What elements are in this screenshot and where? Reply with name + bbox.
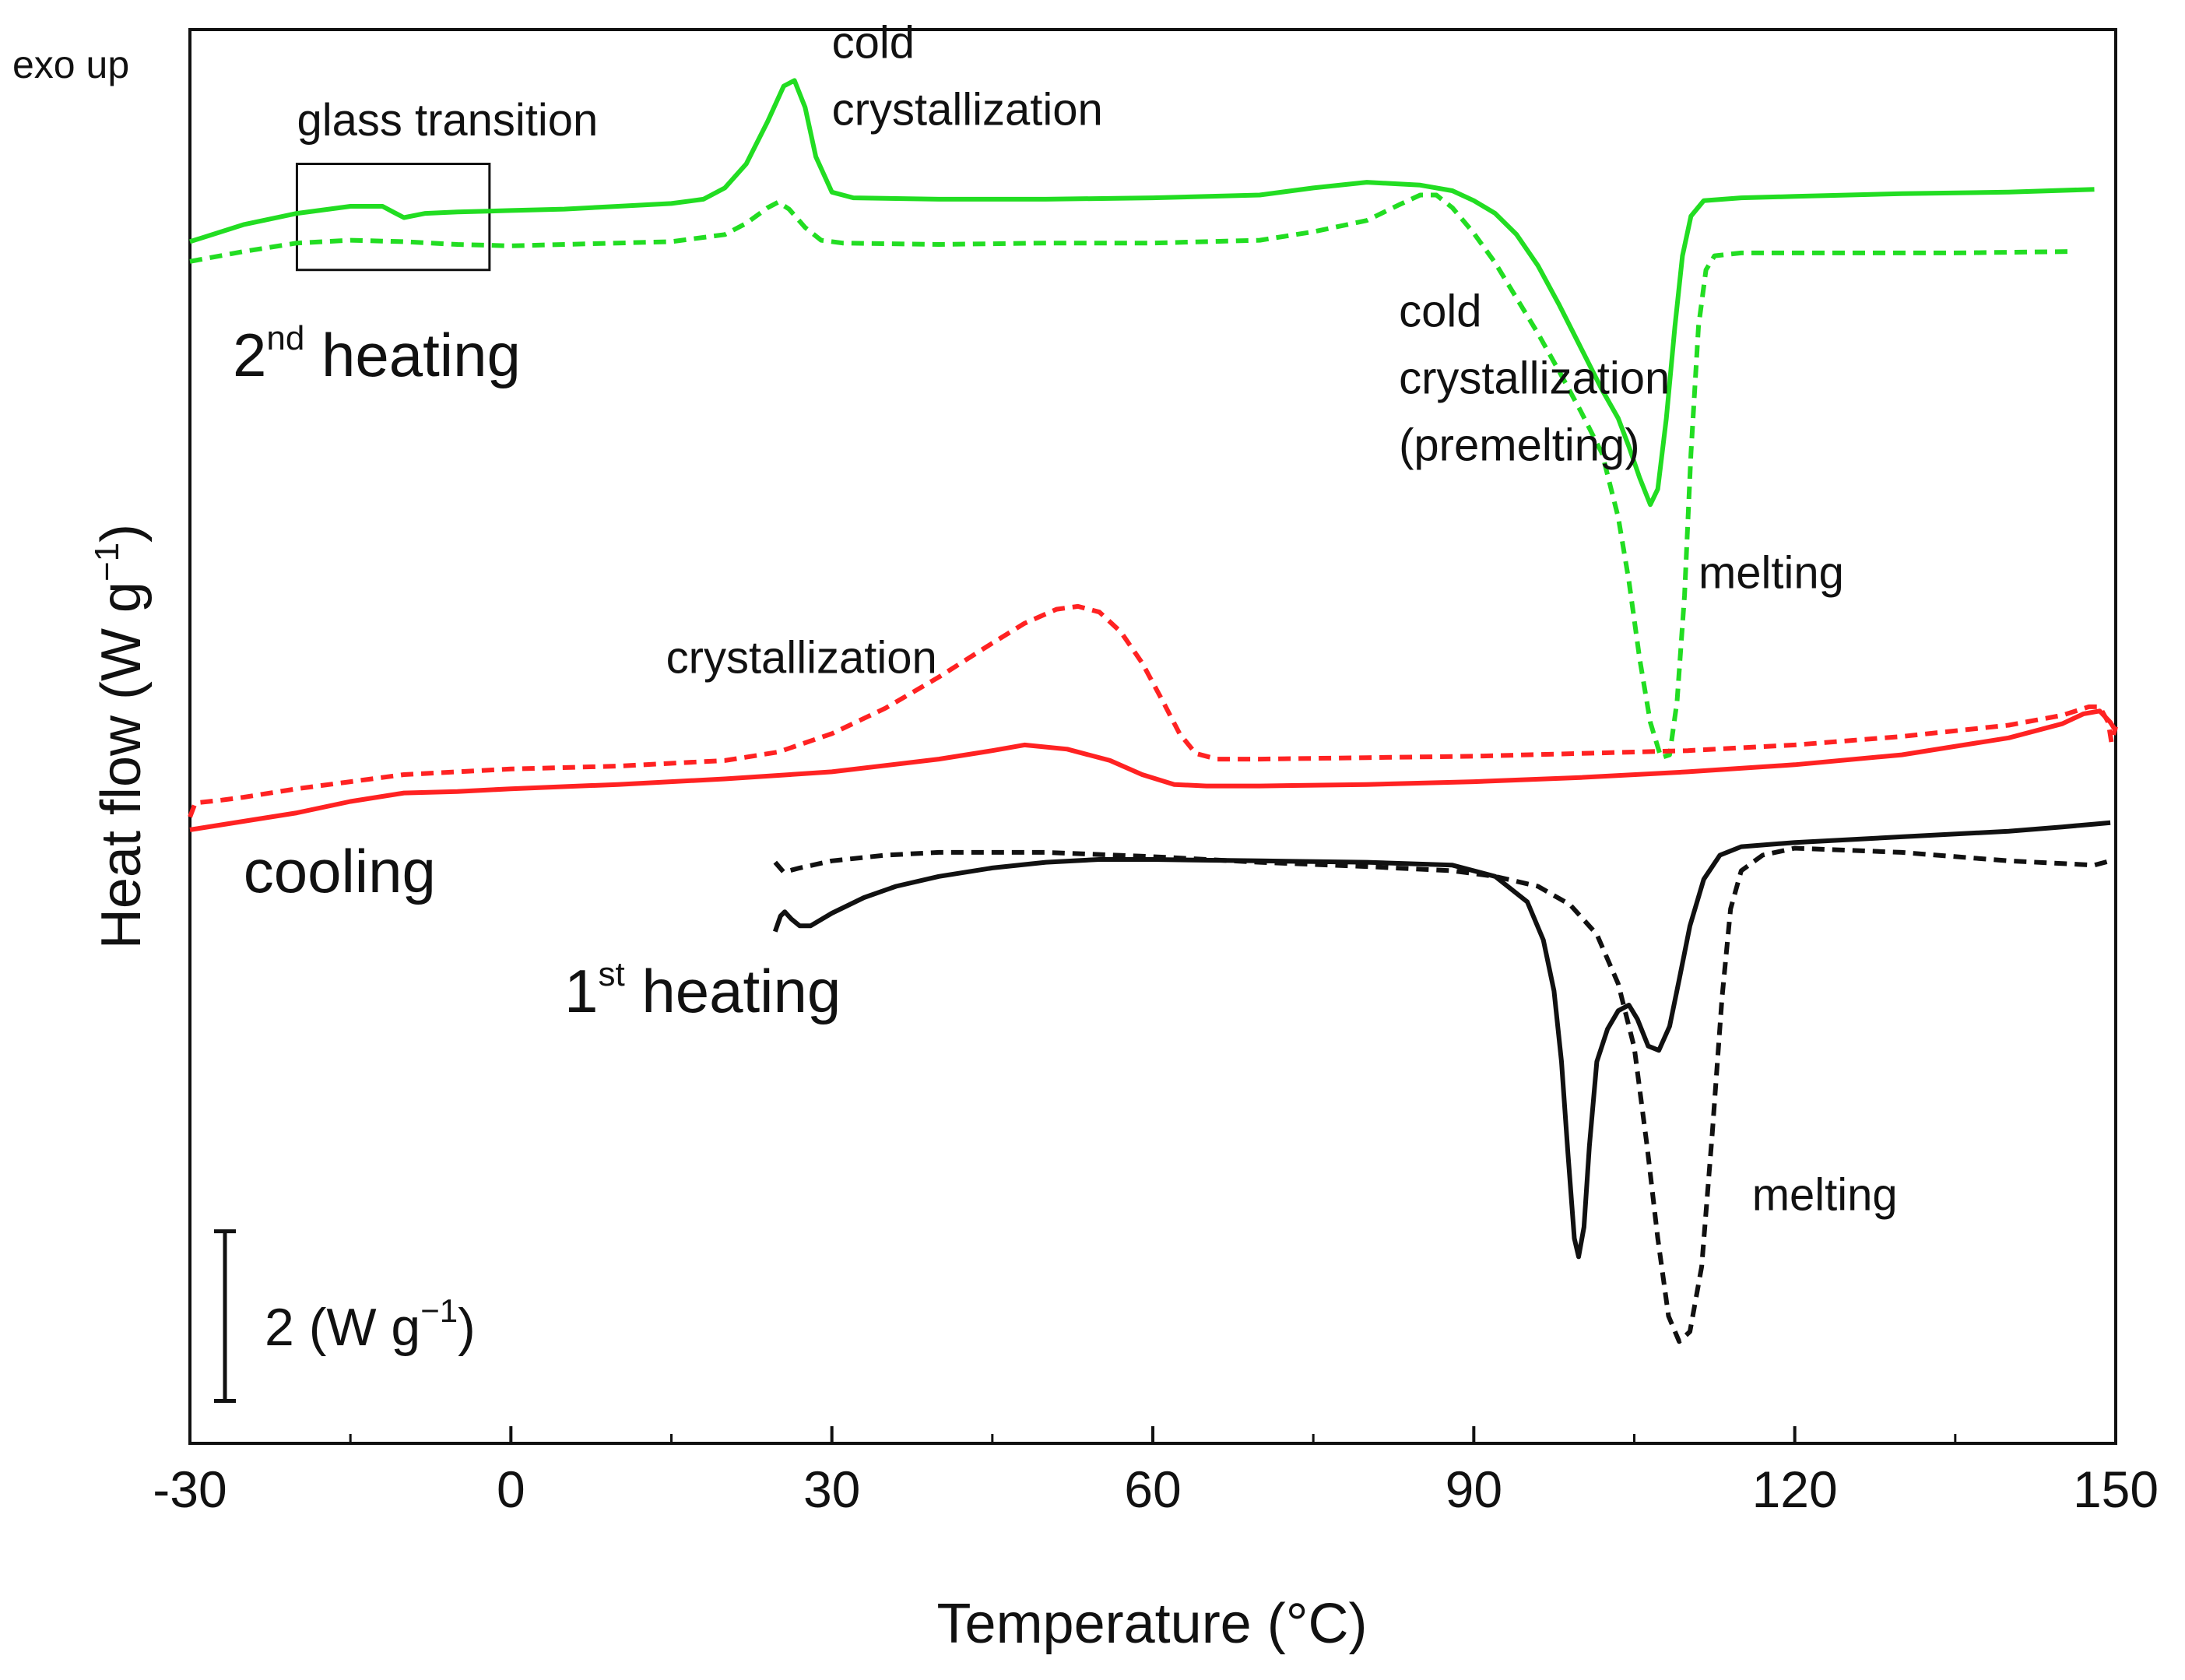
- curve-label-tail: heating: [304, 321, 521, 389]
- curve-label-cooling: cooling: [244, 837, 436, 905]
- curve-label-2-heating: 2nd heating: [233, 319, 521, 389]
- y-axis-title: Heat flow (W g−1): [88, 524, 153, 949]
- annotation-melting: melting: [1698, 547, 1844, 598]
- curve-label-1-heating: 1st heating: [564, 955, 841, 1025]
- annotation-line: cold: [1399, 286, 1481, 336]
- series-1st-heating-dashed: [773, 845, 2111, 1344]
- glass-transition-box: [295, 163, 491, 272]
- annotation-line: crystallization: [832, 84, 1103, 135]
- scale-bar: 2 (W g−1): [214, 1229, 476, 1404]
- x-tick-label: 90: [1446, 1460, 1502, 1518]
- annotation-crystallization: crystallization: [666, 632, 937, 683]
- series-cooling-dashed: [188, 603, 2118, 818]
- annotation-melting: melting: [1752, 1169, 1898, 1220]
- annotation-line: melting: [1752, 1169, 1898, 1220]
- x-tick-label: 150: [2073, 1460, 2159, 1518]
- annotation-line: crystallization: [666, 632, 937, 683]
- annotation-glass-transition: glass transition: [297, 95, 598, 146]
- scale-bar-label-tail: ): [458, 1298, 476, 1357]
- annotation-line: crystallization: [1399, 353, 1670, 403]
- x-tick-label: 120: [1752, 1460, 1838, 1518]
- x-tick-label: 60: [1124, 1460, 1181, 1518]
- y-axis-title-sup: −1: [88, 543, 126, 582]
- annotation-line: cold: [832, 17, 915, 68]
- scale-bar-label-sup: −1: [420, 1292, 458, 1329]
- curve-label-tail: heating: [625, 957, 841, 1025]
- x-tick-label: 30: [803, 1460, 860, 1518]
- curve-label-sup: st: [598, 955, 624, 993]
- y-axis-title-tail: ): [90, 524, 153, 543]
- annotation-cold-crystallization-premelting: cold crystallization (premelting): [1399, 286, 1670, 470]
- annotation-line: melting: [1698, 547, 1844, 598]
- curve-label-sup: nd: [266, 319, 304, 357]
- series-cooling-solid: [189, 708, 2118, 832]
- curves: [188, 78, 2118, 1344]
- x-axis-title: Temperature (°C): [937, 1593, 1368, 1655]
- series-2nd-heating-solid: [189, 78, 2095, 508]
- annotation-line: glass transition: [297, 95, 598, 146]
- annotation-line: (premelting): [1399, 420, 1639, 470]
- curve-label-text: cooling: [244, 837, 436, 905]
- exo-up-label: exo up: [12, 43, 129, 86]
- series-1st-heating-solid: [772, 820, 2111, 1260]
- x-axis-ticks: -30 0 30 60 90 120 150: [153, 1426, 2159, 1518]
- scale-bar-label: 2 (W g−1): [265, 1292, 476, 1357]
- curve-label-text: 1: [564, 957, 598, 1025]
- series-2nd-heating-dashed: [189, 192, 2074, 761]
- curve-label-text: 2: [233, 321, 266, 389]
- x-tick-label: 0: [497, 1460, 525, 1518]
- annotation-cold-crystallization: cold crystallization: [832, 17, 1103, 135]
- x-tick-label: -30: [153, 1460, 227, 1518]
- plot-frame: [188, 28, 2117, 1445]
